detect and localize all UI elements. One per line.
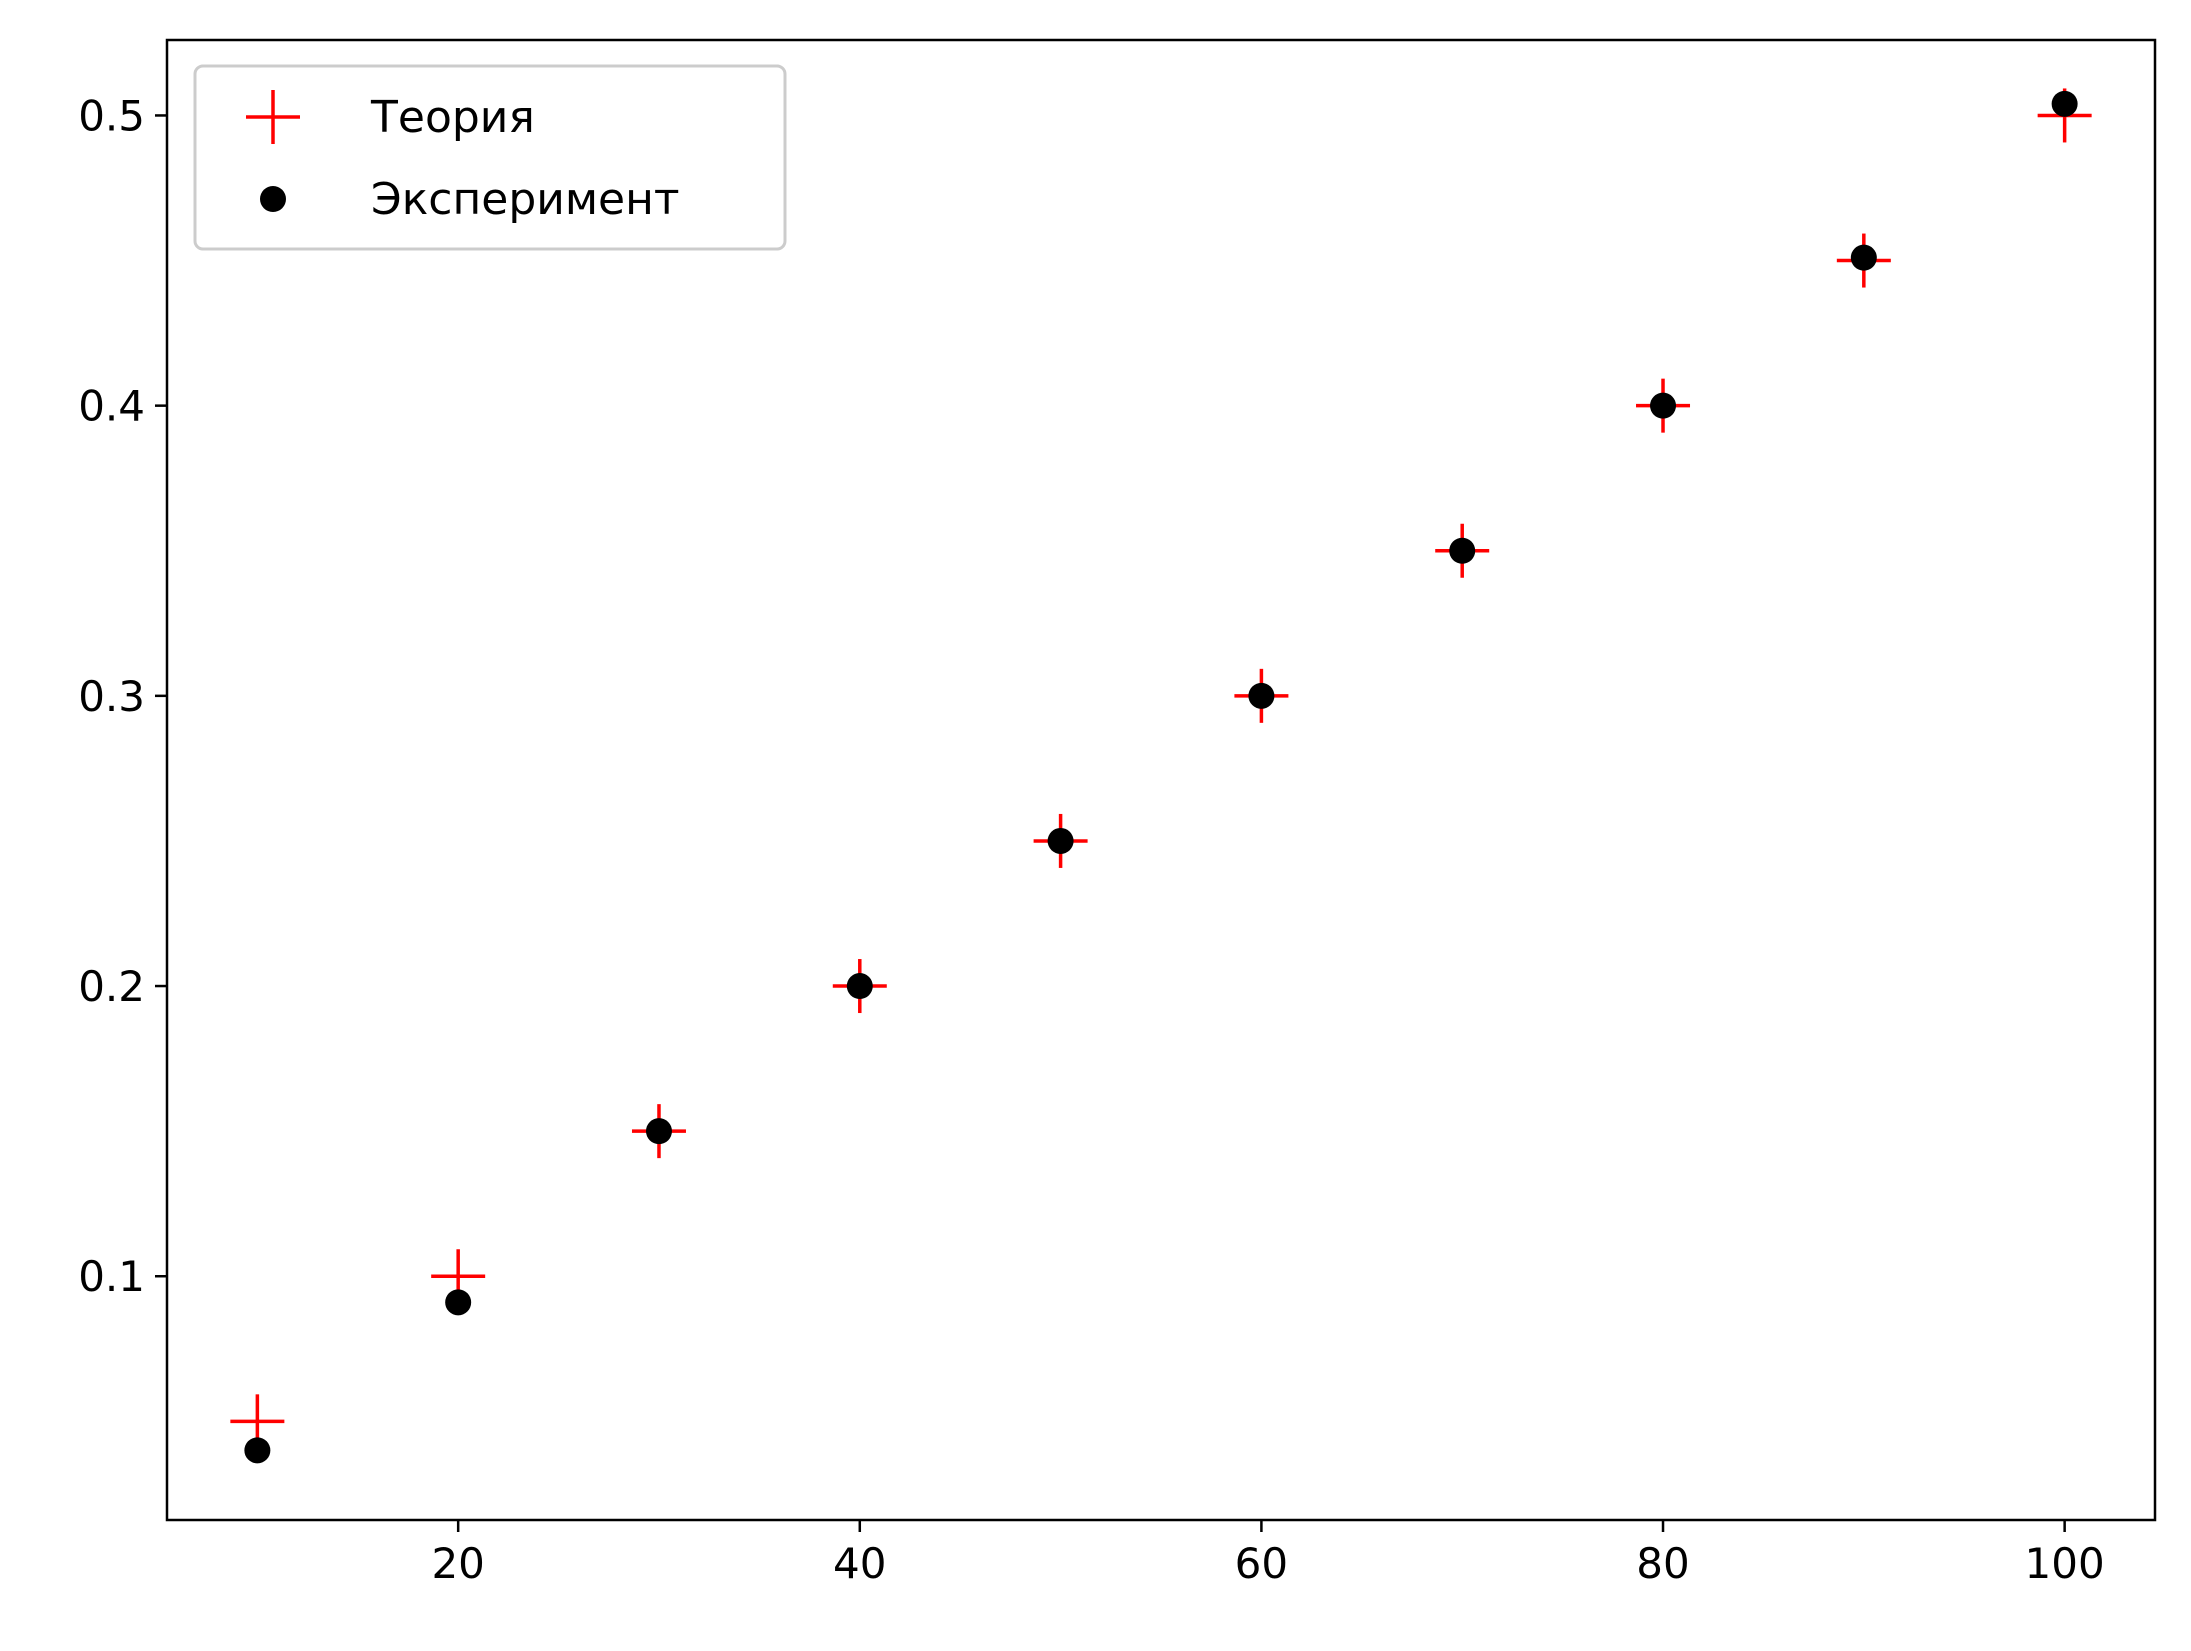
legend-dot-marker [260,186,286,212]
y-tick-label: 0.5 [78,91,145,140]
experiment-point [1650,392,1677,419]
x-tick-label: 20 [431,1539,484,1588]
y-tick-label: 0.1 [78,1252,145,1301]
experiment-point [1248,682,1275,709]
data-marks [230,88,2092,1464]
x-tick-label: 80 [1636,1539,1689,1588]
plot-frame [165,38,2157,1522]
experiment-point [1850,244,1877,271]
plot-area [167,40,2155,1520]
experiment-point [244,1437,271,1464]
y-tick-label: 0.3 [78,672,145,721]
x-tick-label: 60 [1235,1539,1288,1588]
x-axis: 20 40 60 80 100 [431,1520,2105,1588]
experiment-point [2051,90,2078,117]
legend-box [193,64,787,251]
y-axis: 0.1 0.2 0.3 0.4 0.5 [78,91,167,1301]
legend-label: Теория [370,92,535,143]
experiment-point [1047,827,1074,854]
y-tick-label: 0.4 [78,382,145,431]
experiment-point [645,1118,672,1145]
experiment-point [445,1289,472,1316]
x-tick-label: 40 [833,1539,886,1588]
legend: Теория Эксперимент [193,64,787,251]
y-tick-label: 0.2 [78,962,145,1011]
experiment-point [1449,537,1476,564]
experiment-point [846,973,873,1000]
x-tick-label: 100 [2025,1539,2105,1588]
legend-label: Эксперимент [371,174,680,225]
legend-plus-marker [246,90,300,144]
